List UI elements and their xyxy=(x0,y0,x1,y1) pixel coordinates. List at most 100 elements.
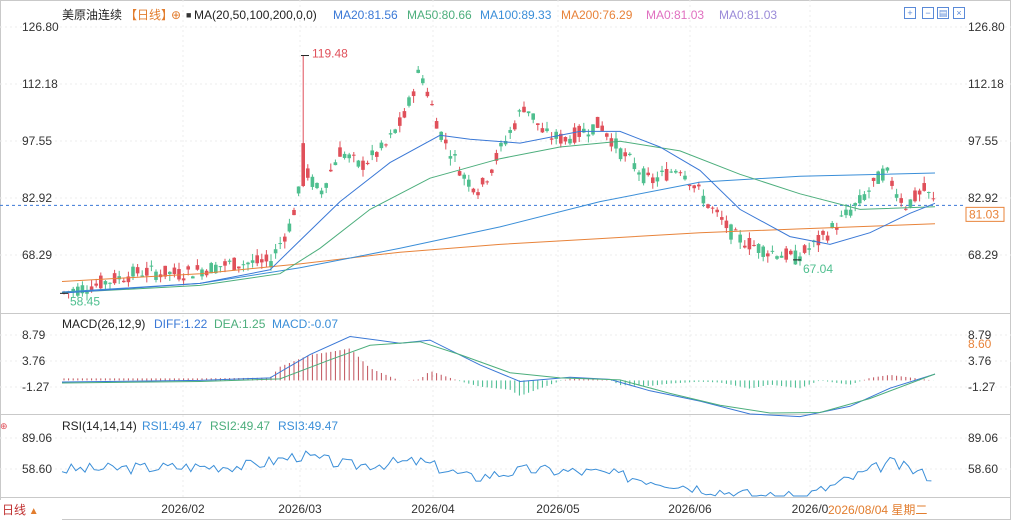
x-tick-label: 2026/05 xyxy=(536,502,580,516)
candle-body xyxy=(890,180,894,186)
candle-body xyxy=(738,234,742,243)
candle-body xyxy=(669,171,673,173)
candle-body xyxy=(117,276,121,280)
candle-body xyxy=(177,269,181,280)
candle-body xyxy=(752,244,756,246)
y-tick-label-left: 68.29 xyxy=(22,248,52,262)
candle-body xyxy=(246,262,250,265)
candle-body xyxy=(407,97,411,106)
ma20-value: MA20:81.56 xyxy=(333,8,398,22)
period-button[interactable]: 日线 ▲ xyxy=(0,500,62,520)
y-tick-label-left: 126.80 xyxy=(22,20,59,34)
macd-value: MACD:-0.07 xyxy=(272,317,339,331)
candle-body xyxy=(250,260,255,263)
candle-body xyxy=(586,134,591,137)
candle-body xyxy=(687,184,692,187)
candle-body xyxy=(563,137,568,142)
x-tick-label: 2026/0 xyxy=(792,502,829,516)
candle-body xyxy=(798,256,802,262)
candle-body xyxy=(517,110,522,112)
candle-body xyxy=(181,278,186,281)
candle-body xyxy=(729,224,733,240)
candle-body xyxy=(480,177,485,185)
candle-body xyxy=(241,264,246,266)
candle-body xyxy=(255,255,259,264)
candle-body xyxy=(375,152,379,157)
candle-body xyxy=(379,142,384,149)
macd-diff-line xyxy=(61,335,936,418)
candle-body xyxy=(135,267,140,274)
candle-body xyxy=(292,209,296,216)
candle-body xyxy=(393,129,397,133)
candle-body xyxy=(476,192,480,196)
candle-body xyxy=(600,125,604,131)
candle-body xyxy=(848,209,853,216)
y-tick-label-right: 97.55 xyxy=(968,134,998,148)
settings-icon[interactable]: ⊕ xyxy=(171,8,182,22)
candle-body xyxy=(85,291,89,294)
candle-body xyxy=(545,128,549,132)
candle-body xyxy=(908,199,913,207)
candle-body xyxy=(674,170,678,173)
candle-body xyxy=(329,169,333,172)
candle-body xyxy=(71,288,75,292)
candle-body xyxy=(830,223,834,228)
candle-body xyxy=(186,266,190,270)
candle-body xyxy=(108,282,112,284)
zoom-in-icon[interactable]: + xyxy=(904,7,916,19)
candle-body xyxy=(499,142,503,147)
candle-body xyxy=(867,190,871,192)
current-price-label: 81.03 xyxy=(969,207,999,221)
candle-body xyxy=(503,140,508,145)
candle-body xyxy=(756,244,761,253)
candle-body xyxy=(683,175,687,180)
candle-body xyxy=(572,127,577,143)
candle-body xyxy=(411,91,416,97)
candle-body xyxy=(508,130,512,133)
candle-body xyxy=(333,162,338,166)
candle-body xyxy=(692,185,696,189)
candle-body xyxy=(632,163,637,170)
close-icon[interactable]: × xyxy=(953,7,965,19)
candle-body xyxy=(103,281,108,285)
candle-body xyxy=(278,243,282,245)
period-label[interactable]: 【日线】 xyxy=(125,8,174,22)
macd-tick-left: 3.76 xyxy=(22,354,46,368)
candle-body xyxy=(149,265,154,267)
candle-body xyxy=(384,144,388,146)
candle-body xyxy=(273,249,278,254)
candle-body xyxy=(706,204,710,208)
crosshair-icon[interactable]: ⊕ xyxy=(0,421,8,431)
candle-body xyxy=(761,246,765,257)
layout-icon[interactable]: ▤ xyxy=(937,7,949,19)
rsi3-value: RSI3:49.47 xyxy=(278,419,339,433)
candle-body xyxy=(80,285,85,294)
candle-body xyxy=(223,261,227,266)
x-tick-label: 2026/04 xyxy=(411,502,455,516)
candle-body xyxy=(209,263,213,274)
rsi1-value: RSI1:49.47 xyxy=(142,419,203,433)
zoom-out-icon[interactable]: − xyxy=(922,7,934,19)
candle-body xyxy=(862,194,867,200)
candle-body xyxy=(448,156,453,159)
candle-body xyxy=(664,168,669,181)
macd-dea-line xyxy=(61,341,936,414)
candle-body xyxy=(89,286,94,292)
rsi-params: RSI(14,14,14) xyxy=(62,419,137,433)
low-annotation-2: 67.04 xyxy=(803,262,833,276)
candle-body xyxy=(172,267,177,275)
candle-body xyxy=(402,111,407,118)
candle-body xyxy=(195,265,200,270)
candle-body xyxy=(835,227,839,230)
candle-body xyxy=(526,111,531,114)
candle-body xyxy=(582,128,586,133)
high-annotation: 119.48 xyxy=(312,47,348,61)
candle-body xyxy=(821,230,825,235)
candle-body xyxy=(784,248,788,260)
y-tick-label-left: 97.55 xyxy=(22,134,52,148)
candle-body xyxy=(825,235,830,241)
candle-body xyxy=(766,253,770,257)
candle-body xyxy=(885,167,890,171)
